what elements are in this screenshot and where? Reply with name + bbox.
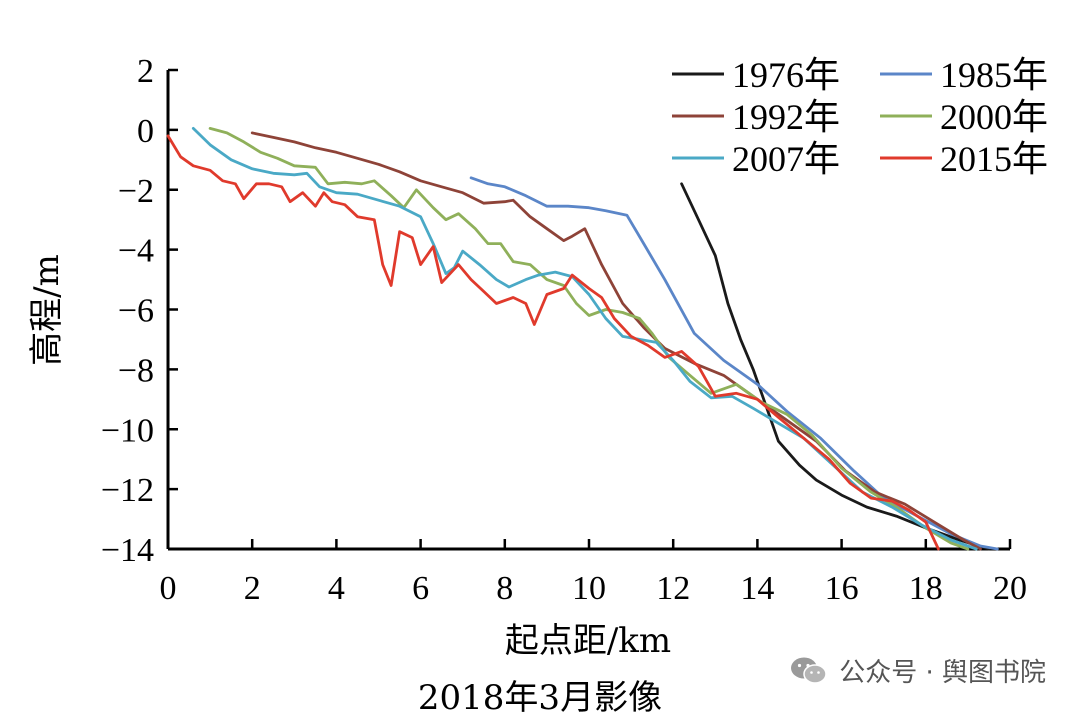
legend: 1976年 1985年 1992年 2000年 2007年 2015年 (672, 55, 1048, 179)
y-tick-label: −14 (101, 532, 154, 569)
legend-label-0: 1976年 (732, 55, 840, 95)
y-tick-label: 0 (137, 113, 154, 150)
x-tick-label: 14 (740, 570, 774, 607)
y-tick-label: −10 (101, 412, 154, 449)
x-tick-label: 10 (572, 570, 606, 607)
series-line-1 (469, 176, 999, 551)
series-line-3 (208, 127, 970, 551)
watermark-text: 公众号 · 舆图书院 (839, 658, 1046, 688)
x-axis-title: 起点距/km (505, 621, 671, 661)
y-tick-label: −4 (118, 233, 154, 270)
x-tick-label: 16 (825, 570, 859, 607)
legend-label-3: 2000年 (940, 97, 1048, 137)
x-tick-label: 18 (909, 570, 943, 607)
legend-label-2: 1992年 (732, 97, 840, 137)
series-layer (166, 127, 999, 551)
chart-caption: 2018年3月影像 (417, 678, 663, 718)
x-tick-label: 12 (656, 570, 690, 607)
wechat-icon (791, 657, 827, 684)
legend-label-4: 2007年 (732, 139, 840, 179)
y-tick-label: −6 (118, 293, 154, 330)
x-tick-label: 20 (993, 570, 1027, 607)
x-tick-label: 0 (160, 570, 177, 607)
x-tick-label: 8 (496, 570, 513, 607)
y-tick-label: −8 (118, 352, 154, 389)
watermark: 公众号 · 舆图书院 (789, 652, 1046, 689)
y-axis-title: 高程/m (27, 254, 67, 366)
x-tick-label: 6 (412, 570, 429, 607)
series-line-5 (166, 134, 940, 551)
x-tick-label: 2 (244, 570, 261, 607)
series-line-4 (191, 127, 978, 551)
x-tick-label: 4 (328, 570, 345, 607)
y-tick-label: −12 (101, 472, 154, 509)
legend-label-5: 2015年 (940, 139, 1048, 179)
series-line-0 (680, 182, 991, 551)
legend-label-1: 1985年 (940, 55, 1048, 95)
y-tick-label: −2 (118, 173, 154, 210)
y-tick-label: 2 (137, 53, 154, 90)
